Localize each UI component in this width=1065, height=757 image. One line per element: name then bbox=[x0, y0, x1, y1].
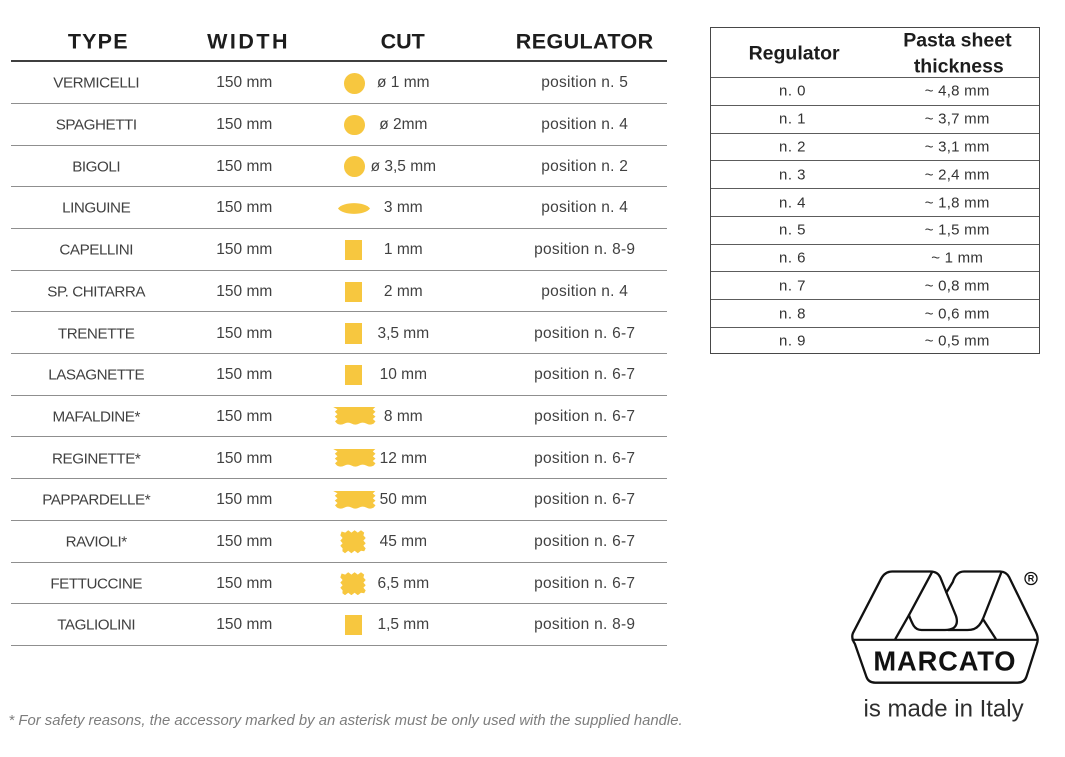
svg-text:is made in Italy: is made in Italy bbox=[864, 696, 1024, 723]
svg-text:MARCATO: MARCATO bbox=[873, 645, 1016, 676]
svg-text:R: R bbox=[1028, 574, 1035, 584]
